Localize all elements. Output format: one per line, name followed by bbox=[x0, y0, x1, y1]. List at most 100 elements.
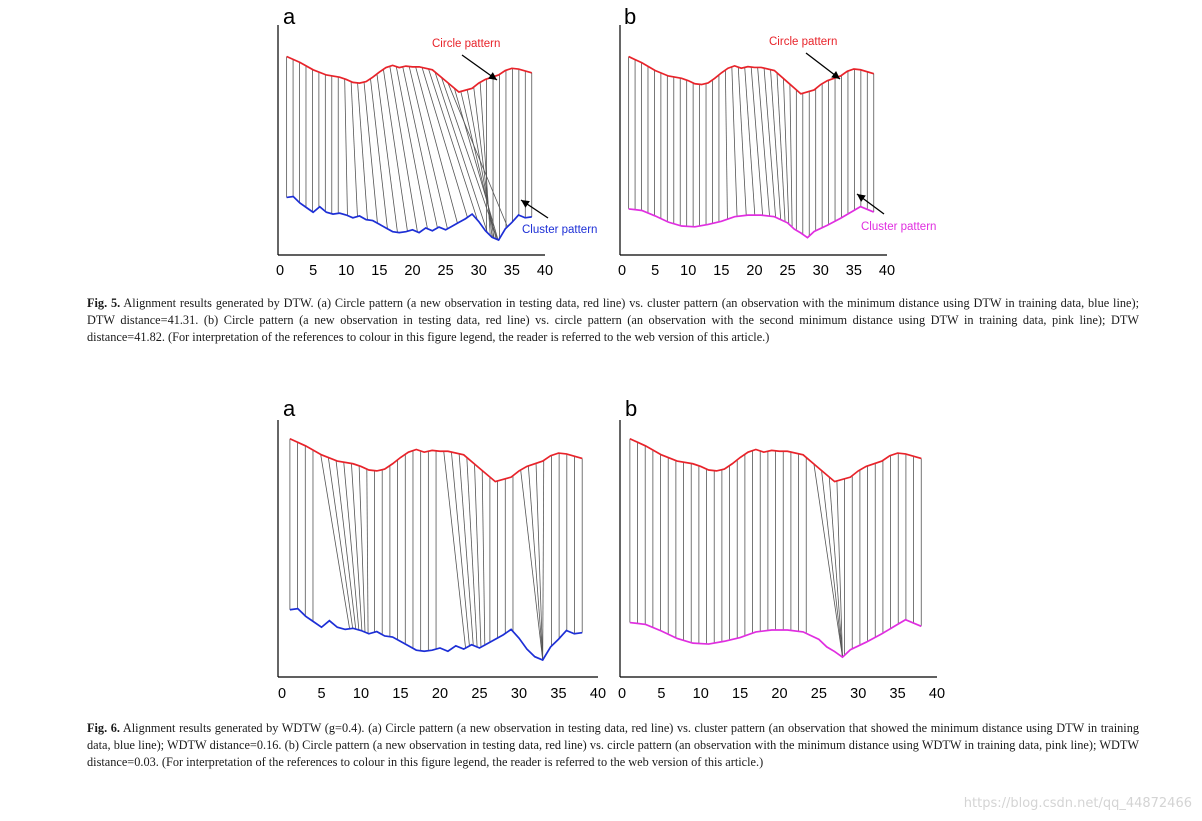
series-line-cluster bbox=[286, 195, 532, 242]
x-tick-label: 15 bbox=[371, 263, 387, 279]
alignment-connector bbox=[520, 469, 544, 661]
alignment-connector bbox=[421, 67, 468, 218]
x-tick-label: 30 bbox=[471, 263, 487, 279]
series-line-circle bbox=[628, 55, 874, 95]
alignment-connector bbox=[458, 453, 474, 646]
alignment-connector bbox=[479, 82, 491, 236]
x-tick-label: 25 bbox=[811, 686, 827, 702]
x-tick-label: 0 bbox=[278, 686, 286, 702]
alignment-connector bbox=[402, 66, 438, 229]
watermark: https://blog.csdn.net/qq_44872466 bbox=[963, 796, 1192, 811]
x-tick-label: 40 bbox=[879, 263, 895, 279]
alignment-connector bbox=[460, 91, 497, 240]
alignment-connector bbox=[828, 476, 843, 658]
alignment-connector bbox=[428, 68, 478, 221]
x-tick-label: 0 bbox=[618, 263, 626, 279]
alignment-connector bbox=[481, 470, 486, 646]
alignment-connector bbox=[343, 462, 360, 630]
alignment-connector bbox=[451, 452, 470, 646]
alignment-connector bbox=[327, 457, 354, 629]
chart-panel-2: b 0 5 10 15 20 25 30 35 40 Circle pattern Cluster p… bbox=[618, 4, 936, 279]
arrowhead-icon bbox=[488, 72, 497, 80]
alignment-connector bbox=[737, 67, 747, 216]
arrowhead-icon bbox=[831, 70, 840, 79]
alignment-connector bbox=[789, 84, 793, 228]
annotation-circle-pattern: Circle pattern bbox=[769, 36, 837, 48]
alignment-connector bbox=[813, 463, 843, 658]
panel-letter: a bbox=[283, 396, 296, 421]
alignment-connector bbox=[335, 460, 357, 630]
alignment-connector bbox=[382, 69, 408, 232]
x-tick-label: 0 bbox=[618, 686, 626, 702]
figure6-caption-label: Fig. 6. bbox=[87, 721, 120, 735]
alignment-connector bbox=[731, 66, 738, 217]
alignment-connector bbox=[395, 66, 428, 229]
x-tick-label: 10 bbox=[680, 263, 696, 279]
x-tick-label: 15 bbox=[392, 686, 408, 702]
x-tick-label: 30 bbox=[813, 263, 829, 279]
x-tick-label: 35 bbox=[890, 686, 906, 702]
x-tick-label: 10 bbox=[338, 263, 354, 279]
alignment-connector bbox=[724, 70, 728, 220]
x-tick-label: 20 bbox=[771, 686, 787, 702]
figure6-caption: Fig. 6. Alignment results generated by W… bbox=[87, 720, 1139, 772]
series-line-pink bbox=[629, 618, 922, 659]
x-tick-label: 35 bbox=[504, 263, 520, 279]
x-tick-label: 15 bbox=[732, 686, 748, 702]
alignment-connector bbox=[441, 77, 498, 240]
alignment-connector bbox=[474, 463, 482, 648]
x-tick-label: 5 bbox=[317, 686, 325, 702]
figure5-caption-text: Alignment results generated by DTW. (a) … bbox=[87, 296, 1139, 345]
alignment-connector bbox=[408, 66, 448, 229]
x-tick-label: 25 bbox=[780, 263, 796, 279]
alignment-connector bbox=[770, 69, 782, 220]
panel-letter: b bbox=[624, 4, 636, 29]
x-tick-label: 20 bbox=[746, 263, 762, 279]
series-line-circle bbox=[286, 55, 532, 93]
alignment-connector bbox=[750, 67, 764, 216]
x-tick-label: 40 bbox=[590, 686, 606, 702]
annotation-cluster-pattern: Cluster pattern bbox=[522, 224, 597, 236]
x-tick-label: 5 bbox=[657, 686, 665, 702]
x-tick-label: 10 bbox=[353, 686, 369, 702]
alignment-connector bbox=[443, 451, 466, 649]
alignment-connector bbox=[447, 82, 508, 227]
series-line-circle bbox=[289, 438, 583, 483]
alignment-connector bbox=[466, 457, 478, 648]
x-tick-label: 35 bbox=[846, 263, 862, 279]
alignment-connector bbox=[527, 465, 544, 661]
alignment-connector bbox=[370, 78, 388, 229]
alignment-connector bbox=[757, 67, 770, 217]
x-tick-label: 35 bbox=[550, 686, 566, 702]
alignment-connector bbox=[389, 66, 418, 232]
alignment-connector bbox=[453, 88, 499, 240]
alignment-connector bbox=[434, 71, 488, 233]
x-tick-label: 30 bbox=[850, 686, 866, 702]
x-tick-label: 10 bbox=[693, 686, 709, 702]
x-tick-label: 5 bbox=[651, 263, 659, 279]
alignment-connector bbox=[542, 460, 545, 661]
alignment-connector bbox=[415, 66, 458, 224]
panel-letter: a bbox=[283, 4, 296, 29]
alignment-connector bbox=[351, 463, 363, 631]
alignment-connector bbox=[473, 87, 493, 238]
x-tick-label: 15 bbox=[713, 263, 729, 279]
alignment-connector bbox=[744, 67, 756, 216]
alignment-connector bbox=[376, 73, 398, 233]
figure5-caption: Fig. 5. Alignment results generated by D… bbox=[87, 295, 1139, 347]
arrowhead-icon bbox=[857, 194, 866, 202]
alignment-connector bbox=[350, 81, 358, 217]
alignment-connector bbox=[763, 68, 776, 218]
x-tick-label: 40 bbox=[929, 686, 945, 702]
alignment-connector bbox=[783, 78, 790, 225]
annotation-cluster-pattern: Cluster pattern bbox=[861, 221, 936, 233]
alignment-connector bbox=[320, 454, 351, 629]
chart-panel-1: a 0 5 10 15 20 25 30 35 40 Circle pattern Cluster p… bbox=[276, 4, 597, 279]
series-line-pink bbox=[628, 205, 875, 239]
alignment-connector bbox=[358, 465, 366, 633]
alignment-connector bbox=[344, 78, 348, 216]
x-tick-label: 20 bbox=[404, 263, 420, 279]
alignment-connector bbox=[366, 469, 369, 634]
x-tick-label: 20 bbox=[432, 686, 448, 702]
